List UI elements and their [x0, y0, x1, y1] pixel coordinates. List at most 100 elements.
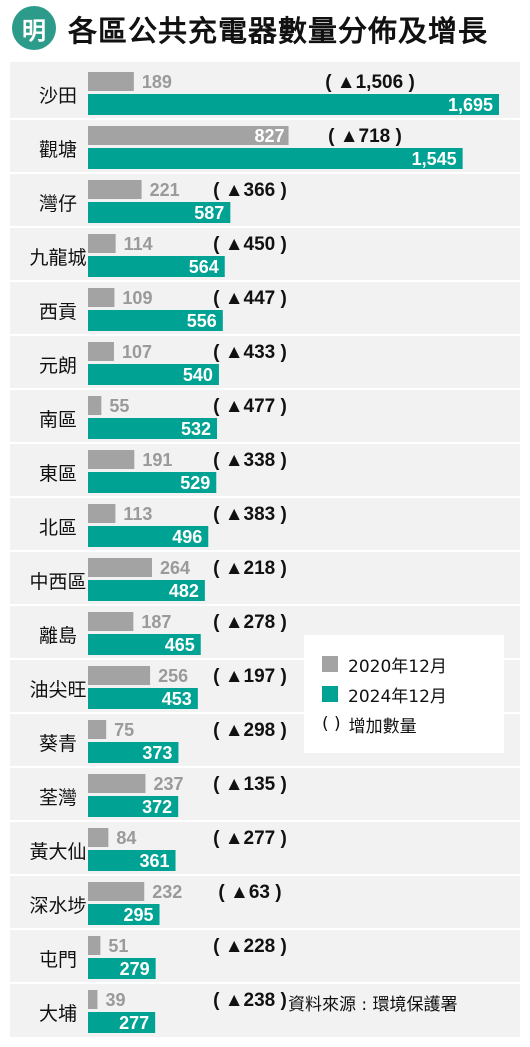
legend-label-2024: 2024年12月 — [348, 686, 447, 707]
category-label: 屯門 — [39, 949, 77, 971]
bar-2024 — [88, 688, 198, 709]
value-label-2020: 191 — [142, 450, 172, 470]
value-label-2020: 187 — [141, 612, 171, 632]
value-label-2024: 532 — [181, 419, 211, 439]
legend-label-2020: 2020年12月 — [348, 656, 447, 677]
bar-2020 — [88, 882, 145, 901]
value-label-2024: 529 — [180, 473, 210, 493]
bar-2020 — [88, 666, 151, 685]
bar-2020 — [88, 72, 134, 91]
bar-2024 — [88, 796, 179, 817]
category-label: 西貢 — [39, 301, 77, 323]
category-label: 觀塘 — [39, 139, 77, 161]
bar-2024 — [88, 1012, 156, 1033]
bar-2024 — [88, 634, 201, 655]
category-label: 元朗 — [39, 355, 77, 377]
value-label-2024: 587 — [194, 203, 224, 223]
value-label-2020: 39 — [105, 990, 125, 1010]
increase-label: ( ▲1,506 ) — [325, 72, 415, 93]
value-label-2024: 482 — [169, 581, 199, 601]
category-label: 沙田 — [39, 85, 77, 107]
category-label: 北區 — [39, 517, 77, 539]
category-label: 大埔 — [39, 1003, 77, 1025]
increase-label: ( ▲450 ) — [213, 234, 287, 255]
value-label-2024: 1,545 — [412, 149, 457, 169]
source-note: 資料來源 : 環境保護署 — [288, 995, 458, 1015]
category-label: 灣仔 — [39, 193, 77, 215]
bar-2024 — [88, 904, 160, 925]
increase-label: ( ▲433 ) — [213, 342, 287, 363]
bar-2020 — [88, 126, 289, 145]
category-label: 九龍城 — [29, 247, 86, 269]
bar-2024 — [88, 472, 217, 493]
bar-2024 — [88, 94, 499, 115]
increase-label: ( ▲278 ) — [213, 612, 287, 633]
bar-2020 — [88, 774, 146, 793]
increase-label: ( ▲218 ) — [213, 558, 287, 579]
value-label-2020: 114 — [124, 234, 153, 254]
category-label: 離島 — [39, 625, 77, 647]
value-label-2020: 113 — [123, 504, 152, 524]
bar-2024 — [88, 256, 225, 277]
value-label-2024: 564 — [189, 257, 219, 277]
bar-2020 — [88, 558, 153, 577]
value-label-2020: 264 — [160, 558, 190, 578]
bar-2020 — [88, 450, 135, 469]
logo-badge: 明 — [12, 6, 56, 50]
bar-2024 — [88, 526, 209, 547]
bar-2024 — [88, 580, 205, 601]
bar-2020 — [88, 234, 116, 253]
value-label-2024: 556 — [187, 311, 217, 331]
bar-2020 — [88, 504, 116, 523]
value-label-2024: 540 — [183, 365, 213, 385]
bar-2020 — [88, 288, 115, 307]
value-label-2020: 75 — [114, 720, 134, 740]
header: 明 各區公共充電器數量分佈及增長 — [0, 0, 530, 60]
chart-panel: 沙田 189 1,695 ( ▲1,506 ) 觀塘 827 1,545 ( ▲718 ) 灣仔… — [10, 62, 520, 1037]
bar-2024 — [88, 958, 156, 979]
legend-paren-symbol: ( ) — [322, 714, 341, 734]
bar-chart: 沙田 189 1,695 ( ▲1,506 ) 觀塘 827 1,545 ( ▲718 ) 灣仔… — [10, 72, 520, 1033]
category-label: 中西區 — [29, 571, 86, 593]
bar-2020 — [88, 342, 114, 361]
bar-2024 — [88, 742, 179, 763]
bar-2020 — [88, 936, 101, 955]
value-label-2024: 496 — [172, 527, 202, 547]
increase-label: ( ▲238 ) — [213, 990, 287, 1011]
increase-label: ( ▲298 ) — [213, 720, 287, 741]
value-label-2020: 84 — [116, 828, 136, 848]
legend-swatch-2024 — [322, 686, 338, 702]
category-label: 東區 — [39, 463, 77, 485]
category-label: 黃大仙 — [29, 841, 86, 863]
increase-label: ( ▲718 ) — [328, 126, 402, 147]
value-label-2024: 372 — [142, 797, 172, 817]
increase-label: ( ▲197 ) — [213, 666, 287, 687]
value-label-2024: 277 — [119, 1013, 149, 1033]
value-label-2020: 256 — [158, 666, 188, 686]
legend-item-2024: 2024年12月 — [322, 681, 447, 707]
value-label-2020: 232 — [152, 882, 182, 902]
bar-2020 — [88, 720, 107, 739]
value-label-2024: 373 — [142, 743, 172, 763]
increase-label: ( ▲277 ) — [213, 828, 287, 849]
legend-swatch-2020 — [322, 656, 338, 672]
value-label-2024: 465 — [165, 635, 195, 655]
value-label-2020: 51 — [108, 936, 128, 956]
value-label-2024: 361 — [139, 851, 169, 871]
page-title: 各區公共充電器數量分佈及增長 — [68, 14, 489, 48]
value-label-2020: 189 — [142, 72, 172, 92]
legend-item-2020: 2020年12月 — [322, 651, 447, 677]
category-label: 南區 — [39, 409, 77, 431]
value-label-2020: 107 — [122, 342, 152, 362]
value-label-2020: 221 — [150, 180, 180, 200]
bar-2020 — [88, 828, 109, 847]
value-label-2020: 55 — [109, 396, 129, 416]
category-label: 油尖旺 — [29, 679, 86, 701]
increase-label: ( ▲135 ) — [213, 774, 287, 795]
legend-label-increase: 增加數量 — [348, 716, 417, 737]
bar-2024 — [88, 310, 223, 331]
increase-label: ( ▲447 ) — [213, 288, 287, 309]
legend: 2020年12月 2024年12月 ( ) 增加數量 — [304, 635, 504, 753]
value-label-2020: 109 — [122, 288, 152, 308]
category-label: 深水埗 — [29, 895, 86, 917]
